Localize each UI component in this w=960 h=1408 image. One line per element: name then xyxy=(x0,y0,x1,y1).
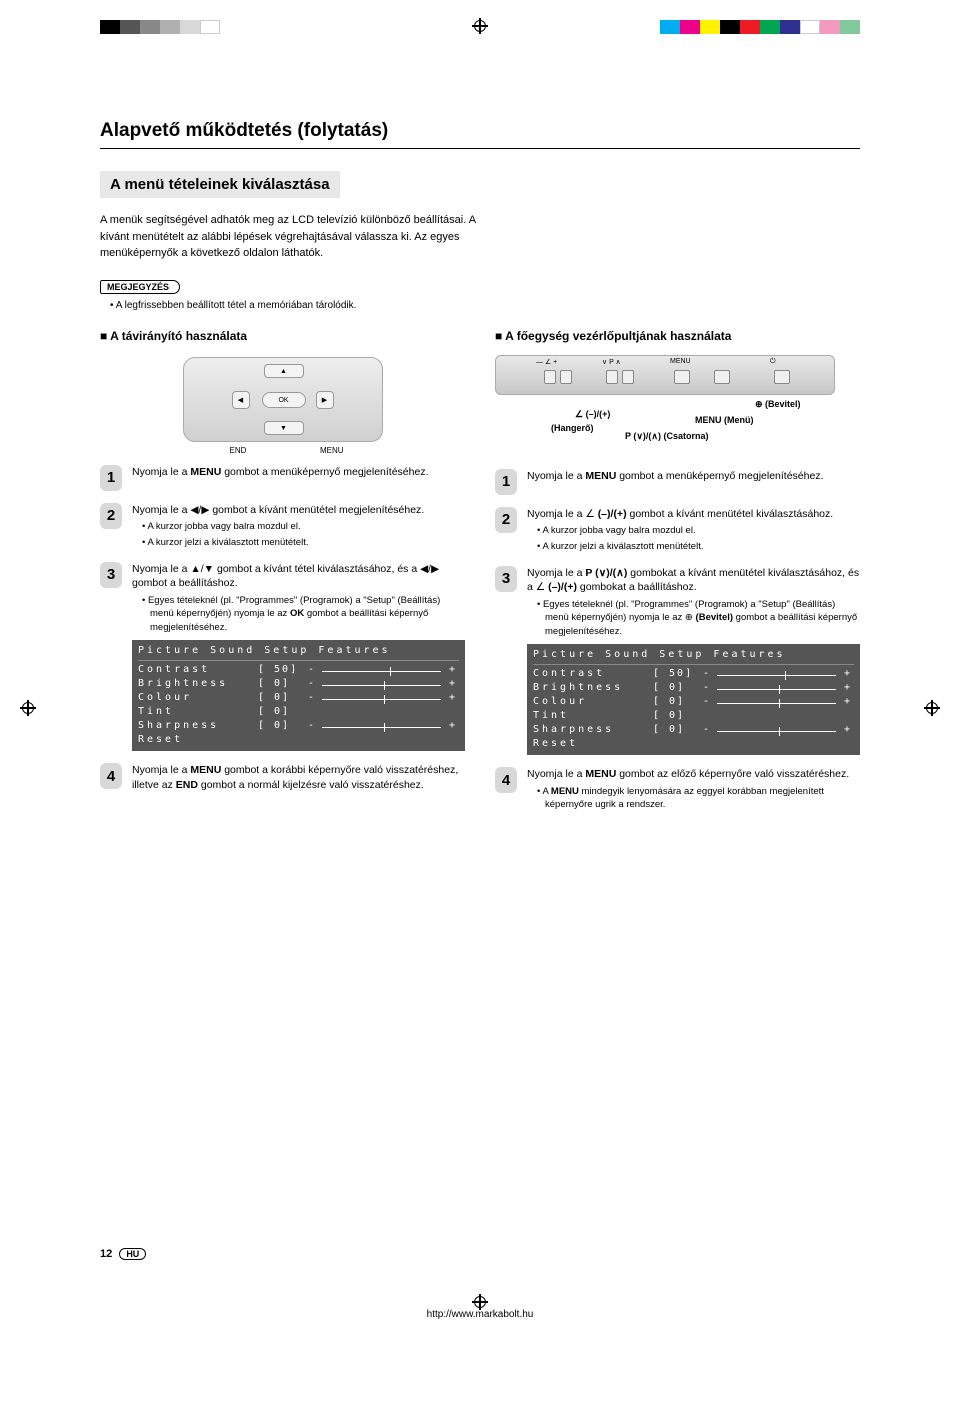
panel-heading: A főegység vezérlőpultjának használata xyxy=(495,329,860,343)
step: 2 Nyomja le a ∠ (–)/(+) gombot a kívánt m… xyxy=(495,507,860,554)
left-arrow-icon: ◀ xyxy=(232,391,250,409)
step-body: Nyomja le a MENU gombot a korábbi képern… xyxy=(132,763,465,792)
end-label: END xyxy=(230,446,247,455)
page-footer: 12 HU xyxy=(100,1248,146,1260)
step: 2 Nyomja le a ◀/▶ gombot a kívánt menütét… xyxy=(100,503,465,550)
up-arrow-icon: ▲ xyxy=(264,364,304,378)
menu-label: MENU xyxy=(320,446,344,455)
remote-heading: A távirányító használata xyxy=(100,329,465,343)
step-body: Nyomja le a ∠ (–)/(+) gombot a kívánt me… xyxy=(527,507,860,554)
step: 4 Nyomja le a MENU gombot az előző képern… xyxy=(495,767,860,811)
section-title: A menü tételeinek kiválasztása xyxy=(100,171,340,198)
url-footer: http://www.markabolt.hu xyxy=(0,1309,960,1320)
note-label: MEGJEGYZÉS xyxy=(100,280,180,294)
step: 3 Nyomja le a P (∨)/(∧) gombokat a kívánt… xyxy=(495,566,860,755)
step-sub: • A kurzor jobba vagy balra mozdul el. xyxy=(142,520,465,533)
prog-label: ∨ P ∧ xyxy=(602,358,621,366)
panel-column: A főegység vezérlőpultjának használata —… xyxy=(495,329,860,824)
menu-callout: MENU (Menü) xyxy=(695,415,754,425)
note-text: • A legfrissebben beállított tétel a mem… xyxy=(110,300,860,311)
step: 1 Nyomja le a MENU gombot a menüképernyő … xyxy=(495,469,860,495)
enter-callout: ⊕ (Bevitel) xyxy=(755,399,801,410)
remote-column: A távirányító használata ▲ ▼ ◀ ▶ OK END … xyxy=(100,329,465,824)
ok-button-icon: OK xyxy=(262,392,306,408)
step-number: 1 xyxy=(495,469,517,495)
step-sub: • Egyes tételeknél (pl. "Programmes" (Pr… xyxy=(142,594,465,634)
vol-callout2: (Hangerő) xyxy=(551,423,594,433)
panel-illustration: — ∠ + ∨ P ∧ MENU ⏻ ⊕ (Bevitel) MENU (Men… xyxy=(495,355,860,459)
step: 1 Nyomja le a MENU gombot a menüképernyő … xyxy=(100,465,465,491)
step: 3 Nyomja le a ▲/▼ gombot a kívánt tétel k… xyxy=(100,562,465,751)
power-icon: ⏻ xyxy=(770,358,776,366)
step-sub: • A kurzor jelzi a kiválasztott menütéte… xyxy=(142,536,465,549)
step-number: 4 xyxy=(495,767,517,793)
vol-label: — ∠ + xyxy=(536,358,557,366)
intro-text: A menük segítségével adhatók meg az LCD … xyxy=(100,212,480,262)
step-body: Nyomja le a MENU gombot az előző képerny… xyxy=(527,767,860,811)
menu-label: MENU xyxy=(670,358,691,365)
step-sub: • Egyes tételeknél (pl. "Programmes" (Pr… xyxy=(537,598,860,638)
step-number: 1 xyxy=(100,465,122,491)
step-body: Nyomja le a ▲/▼ gombot a kívánt tétel ki… xyxy=(132,562,465,751)
step-number: 2 xyxy=(495,507,517,533)
step-number: 3 xyxy=(495,566,517,592)
osd-menu-screenshot: Picture Sound Setup FeaturesContrast[ 50… xyxy=(527,644,860,755)
page-title: Alapvető működtetés (folytatás) xyxy=(100,120,860,149)
osd-menu-screenshot: Picture Sound Setup FeaturesContrast[ 50… xyxy=(132,640,465,751)
down-arrow-icon: ▼ xyxy=(264,421,304,435)
language-badge: HU xyxy=(119,1248,146,1260)
step-sub: • A MENU mindegyik lenyomására az eggyel… xyxy=(537,785,860,812)
right-arrow-icon: ▶ xyxy=(316,391,334,409)
step-body: Nyomja le a ◀/▶ gombot a kívánt menütéte… xyxy=(132,503,465,550)
step-sub: • A kurzor jelzi a kiválasztott menütéte… xyxy=(537,540,860,553)
step-number: 2 xyxy=(100,503,122,529)
step-body: Nyomja le a P (∨)/(∧) gombokat a kívánt … xyxy=(527,566,860,755)
vol-callout: ∠ (–)/(+) xyxy=(575,409,610,420)
page-number: 12 xyxy=(100,1248,112,1260)
step-body: Nyomja le a MENU gombot a menüképernyő m… xyxy=(527,469,860,495)
step: 4 Nyomja le a MENU gombot a korábbi képer… xyxy=(100,763,465,792)
step-number: 4 xyxy=(100,763,122,789)
remote-illustration: ▲ ▼ ◀ ▶ OK END MENU xyxy=(100,355,465,445)
step-body: Nyomja le a MENU gombot a menüképernyő m… xyxy=(132,465,465,491)
step-sub: • A kurzor jobba vagy balra mozdul el. xyxy=(537,524,860,537)
step-number: 3 xyxy=(100,562,122,588)
prog-callout: P (∨)/(∧) (Csatorna) xyxy=(625,431,709,442)
